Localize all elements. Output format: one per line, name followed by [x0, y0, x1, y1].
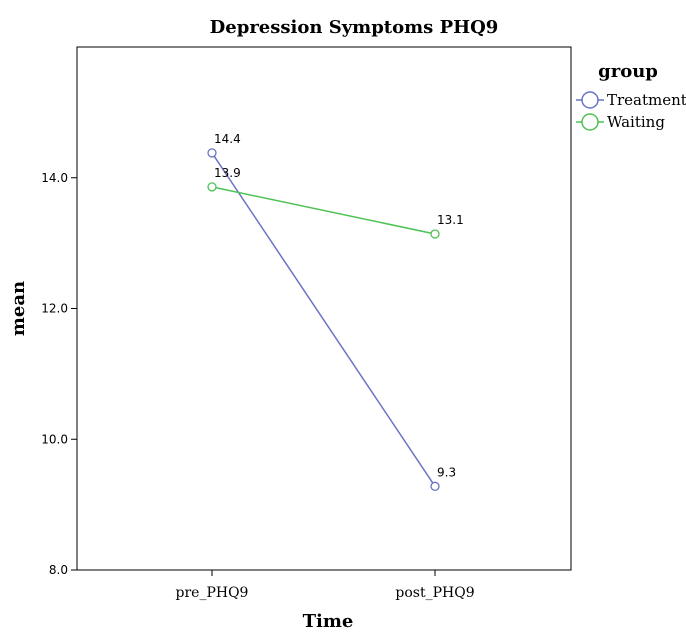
x-tick-label: pre_PHQ9 — [176, 585, 249, 601]
data-label: 14.4 — [214, 132, 241, 146]
chart-title: Depression Symptoms PHQ9 — [210, 17, 499, 38]
x-axis: pre_PHQ9 post_PHQ9 — [176, 570, 475, 601]
legend-marker — [581, 91, 599, 109]
legend-title: group — [598, 61, 658, 82]
y-tick-label: 10.0 — [41, 432, 68, 446]
x-tick-label: post_PHQ9 — [395, 585, 474, 601]
y-axis: 8.0 10.0 12.0 14.0 — [41, 171, 77, 577]
data-label: 9.3 — [437, 465, 456, 479]
data-point-treatment — [430, 481, 440, 491]
y-tick-label: 14.0 — [41, 171, 68, 185]
data-point-waiting — [207, 182, 217, 192]
x-axis-title: Time — [303, 611, 354, 632]
y-tick-label: 12.0 — [41, 302, 68, 316]
legend-label: Waiting — [607, 113, 665, 131]
y-axis-title: mean — [8, 281, 29, 336]
series-line-waiting — [211, 186, 436, 235]
data-point-treatment — [207, 148, 217, 158]
data-point-waiting — [430, 229, 440, 239]
legend-label: Treatment — [607, 91, 686, 109]
data-labels: 14.4 9.3 13.9 13.1 — [214, 132, 464, 479]
series-layer — [207, 148, 440, 491]
y-tick-label: 8.0 — [49, 563, 68, 577]
data-label: 13.1 — [437, 213, 464, 227]
plot-frame — [76, 46, 572, 571]
data-label: 13.9 — [214, 166, 241, 180]
legend-marker — [581, 113, 599, 131]
series-line-treatment — [211, 152, 436, 487]
legend: group Treatment Waiting — [576, 61, 686, 131]
